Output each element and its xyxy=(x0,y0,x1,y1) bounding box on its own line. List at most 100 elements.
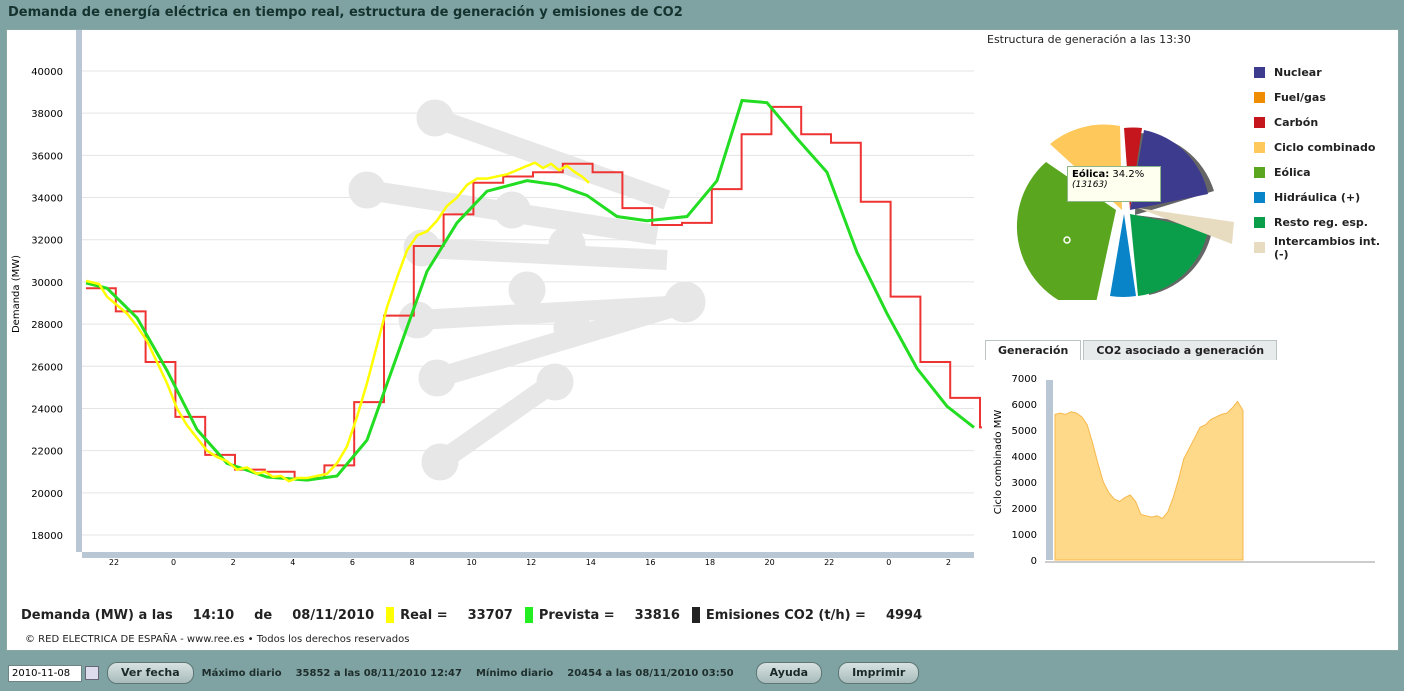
date-input[interactable] xyxy=(8,664,82,682)
legend-item-fuel-gas[interactable]: Fuel/gas xyxy=(1254,85,1398,110)
x-tick-label: 2 xyxy=(231,558,236,567)
status-date: 08/11/2010 xyxy=(292,607,375,623)
prevista-value: 33816 xyxy=(634,607,680,623)
pie-hover-marker xyxy=(1063,236,1071,244)
prevista-series-line xyxy=(85,98,975,482)
area-series xyxy=(1054,400,1244,561)
area-y-tick-label: 1000 xyxy=(1012,530,1037,541)
minimo-label: Mínimo diario xyxy=(475,667,554,679)
legend-item-nuclear[interactable]: Nuclear xyxy=(1254,60,1398,85)
y-tick-label: 34000 xyxy=(31,194,63,205)
x-axis-bar xyxy=(82,552,974,558)
area-y-axis-bar xyxy=(1046,380,1053,560)
pie-slice-intercambios[interactable] xyxy=(1138,208,1234,244)
legend-swatch xyxy=(1254,192,1265,203)
main-panel: 18000 20000 22000 24000 26000 28000 30000 32000… xyxy=(6,29,1399,651)
tooltip-value: 34.2% xyxy=(1112,169,1145,180)
legend-item-resto[interactable]: Resto reg. esp. xyxy=(1254,210,1398,235)
real-series-line xyxy=(85,161,590,483)
legend-swatch xyxy=(1254,167,1265,178)
status-row: Demanda (MW) a las 14:10 de 08/11/2010 R… xyxy=(21,607,928,623)
y-axis-label: Demanda (MW) xyxy=(11,255,22,333)
legend-swatch xyxy=(1254,67,1265,78)
legend-item-ciclo-combinado[interactable]: Ciclo combinado xyxy=(1254,135,1398,160)
y-tick-label: 38000 xyxy=(31,109,63,120)
x-tick-label: 6 xyxy=(350,558,355,567)
calendar-icon[interactable] xyxy=(85,666,99,680)
pie-tooltip: Eólica: 34.2% (13163) xyxy=(1067,166,1161,202)
y-tick-label: 26000 xyxy=(31,362,63,373)
y-tick-label: 32000 xyxy=(31,236,63,247)
legend-item-hidraulica[interactable]: Hidráulica (+) xyxy=(1254,185,1398,210)
real-swatch xyxy=(386,607,395,623)
legend-swatch xyxy=(1254,117,1265,128)
legend-label: Eólica xyxy=(1274,166,1311,179)
emisiones-value: 4994 xyxy=(885,607,923,623)
area-y-tick-label: 4000 xyxy=(1012,452,1037,463)
minimo-value: 20454 a las 08/11/2010 03:50 xyxy=(567,667,734,679)
y-tick-label: 20000 xyxy=(31,489,63,500)
legend-swatch xyxy=(1254,242,1265,253)
page-title: Demanda de energía eléctrica en tiempo r… xyxy=(8,5,683,20)
demand-chart: 1800020000220002400026000280003000032000… xyxy=(11,30,982,567)
real-value: 33707 xyxy=(467,607,513,623)
legend-swatch xyxy=(1254,142,1265,153)
legend-item-intercambios[interactable]: Intercambios int. (-) xyxy=(1254,235,1398,261)
x-tick-label: 18 xyxy=(705,558,715,567)
x-axis-ticks: 22 0 2 4 6 8 10 12 14 16 18 20 22 0 2 xyxy=(109,558,951,567)
legend-swatch xyxy=(1254,92,1265,103)
legend-label: Hidráulica (+) xyxy=(1274,191,1361,204)
y-tick-label: 28000 xyxy=(31,320,63,331)
maximo-value: 35852 a las 08/11/2010 12:47 xyxy=(295,667,462,679)
legend-label: Nuclear xyxy=(1274,66,1322,79)
area-y-ticks: 0 1000 2000 3000 4000 5000 6000 7000 xyxy=(1012,374,1037,567)
ciclo-combinado-chart: 0 1000 2000 3000 4000 5000 6000 7000 Ciclo comb… xyxy=(993,374,1375,567)
prevista-swatch xyxy=(524,607,533,623)
x-tick-label: 0 xyxy=(886,558,891,567)
tooltip-sub: (13163) xyxy=(1072,180,1108,190)
x-tick-label: 2 xyxy=(946,558,951,567)
y-tick-label: 36000 xyxy=(31,151,63,162)
legend-swatch xyxy=(1254,217,1265,228)
x-tick-label: 12 xyxy=(526,558,536,567)
imprimir-button[interactable]: Imprimir xyxy=(838,662,920,684)
pie-legend: Nuclear Fuel/gas Carbón Ciclo combinado … xyxy=(1254,60,1398,261)
ver-fecha-button[interactable]: Ver fecha xyxy=(107,662,194,684)
real-label: Real = xyxy=(400,607,448,623)
x-tick-label: 8 xyxy=(409,558,414,567)
tab-co2[interactable]: CO2 asociado a generación xyxy=(1083,340,1278,360)
legend-label: Ciclo combinado xyxy=(1274,141,1376,154)
de-label: de xyxy=(254,607,273,623)
x-tick-label: 4 xyxy=(290,558,295,567)
maximo-label: Máximo diario xyxy=(201,667,282,679)
y-tick-label: 30000 xyxy=(31,278,63,289)
y-tick-label: 18000 xyxy=(31,531,63,542)
pie-slice-resto[interactable] xyxy=(1130,214,1208,296)
ree-watermark xyxy=(348,99,706,481)
area-y-tick-label: 2000 xyxy=(1012,504,1037,515)
copyright: © RED ELECTRICA DE ESPAÑA - www.ree.es •… xyxy=(25,634,410,645)
y-tick-label: 40000 xyxy=(31,67,63,78)
legend-item-carbon[interactable]: Carbón xyxy=(1254,110,1398,135)
x-tick-label: 14 xyxy=(586,558,596,567)
legend-label: Fuel/gas xyxy=(1274,91,1326,104)
x-tick-label: 16 xyxy=(645,558,655,567)
x-tick-label: 0 xyxy=(171,558,176,567)
legend-label: Resto reg. esp. xyxy=(1274,216,1368,229)
x-tick-label: 22 xyxy=(109,558,119,567)
footer-toolbar: Ver fecha Máximo diario 35852 a las 08/1… xyxy=(0,655,1404,691)
legend-item-eolica[interactable]: Eólica xyxy=(1254,160,1398,185)
area-y-tick-label: 6000 xyxy=(1012,400,1037,411)
prevista-label: Prevista = xyxy=(538,607,615,623)
x-tick-label: 22 xyxy=(824,558,834,567)
y-axis-bar xyxy=(76,30,82,552)
ayuda-button[interactable]: Ayuda xyxy=(755,662,823,684)
tab-generacion[interactable]: Generación xyxy=(985,340,1082,360)
area-y-tick-label: 7000 xyxy=(1012,374,1037,385)
generation-tabs: Generación CO2 asociado a generación xyxy=(985,340,1279,360)
y-tick-label: 24000 xyxy=(31,404,63,415)
legend-label: Carbón xyxy=(1274,116,1319,129)
area-y-tick-label: 5000 xyxy=(1012,426,1037,437)
pie-slice-hidraulica[interactable] xyxy=(1110,214,1136,298)
area-y-label: Ciclo combinado MW xyxy=(993,410,1004,515)
